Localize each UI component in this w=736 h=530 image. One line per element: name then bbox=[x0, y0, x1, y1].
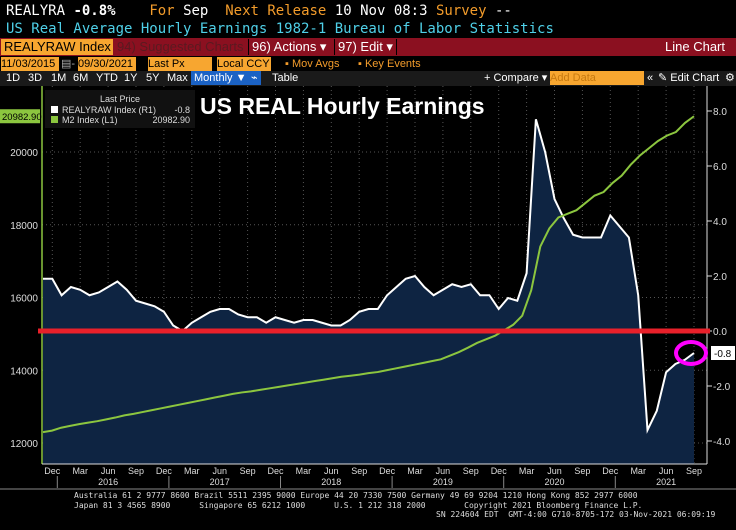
right-tick-label: 4.0 bbox=[713, 217, 727, 228]
mov-avgs-label: Mov Avgs bbox=[291, 58, 340, 70]
legend-header: Last Price bbox=[100, 94, 140, 104]
x-tick-label: Jun bbox=[659, 466, 674, 476]
x-tick-label: Mar bbox=[630, 466, 646, 476]
x-tick-label: Sep bbox=[686, 466, 702, 476]
realyraw-last-label: -0.8 bbox=[714, 349, 732, 360]
security-description: US Real Average Hourly Earnings 1982-1 B… bbox=[6, 21, 554, 37]
range-6m[interactable]: 6M bbox=[73, 72, 89, 84]
year-label: 2021 bbox=[656, 477, 676, 487]
table-button[interactable]: Table bbox=[272, 72, 299, 84]
x-tick-label: Jun bbox=[324, 466, 339, 476]
key-events-checkbox[interactable]: ▪ Key Events bbox=[358, 58, 421, 70]
range-5y[interactable]: 5Y bbox=[146, 72, 160, 84]
edit-chart-button[interactable]: ✎ Edit Chart bbox=[658, 72, 720, 84]
x-tick-label: Sep bbox=[351, 466, 367, 476]
actions-menu[interactable]: 96) Actions ▾ bbox=[248, 39, 329, 55]
x-tick-label: Mar bbox=[184, 466, 200, 476]
m2-last-label: 20982.90 bbox=[2, 112, 42, 123]
right-tick-label: 0.0 bbox=[713, 327, 727, 338]
x-tick-label: Mar bbox=[519, 466, 535, 476]
left-tick-label: 16000 bbox=[10, 294, 38, 305]
edit-menu[interactable]: 97) Edit ▾ bbox=[334, 39, 397, 55]
legend bbox=[45, 90, 195, 128]
line-chart-icon[interactable]: ⌁ bbox=[248, 71, 261, 85]
legend-value-realyraw: -0.8 bbox=[174, 105, 190, 115]
left-tick-label: 20000 bbox=[10, 148, 38, 159]
x-tick-label: Dec bbox=[379, 466, 396, 476]
year-label: 2017 bbox=[210, 477, 230, 487]
m2-last-badge bbox=[0, 109, 40, 124]
range-3d[interactable]: 3D bbox=[28, 72, 43, 84]
year-label: 2016 bbox=[98, 477, 118, 487]
x-tick-label: Dec bbox=[44, 466, 61, 476]
range-1y[interactable]: 1Y bbox=[124, 72, 138, 84]
gear-icon[interactable]: ⚙ bbox=[725, 72, 735, 84]
x-tick-label: Sep bbox=[463, 466, 479, 476]
highlight-circle bbox=[674, 340, 708, 366]
toolbar: REALYRAW Index 94) Suggested Charts 96) … bbox=[0, 38, 736, 56]
start-date-field[interactable]: 11/03/2015 bbox=[1, 57, 59, 71]
range-max[interactable]: Max bbox=[167, 72, 188, 84]
range-ytd[interactable]: YTD bbox=[96, 72, 118, 84]
range-1m[interactable]: 1M bbox=[51, 72, 67, 84]
range-1d[interactable]: 1D bbox=[6, 72, 21, 84]
year-label: 2019 bbox=[433, 477, 453, 487]
chart-title: US REAL Hourly Earnings bbox=[200, 93, 485, 119]
footer: Australia 61 2 9777 8600 Brazil 5511 239… bbox=[74, 491, 715, 520]
x-tick-label: Mar bbox=[296, 466, 312, 476]
footer-copyright: Japan 81 3 4565 8900 Singapore 65 6212 1… bbox=[74, 500, 643, 510]
mov-avgs-checkbox[interactable]: ▪ Mov Avgs bbox=[285, 58, 340, 70]
settings-row: 11/03/2015 ▤- 09/30/2021 Last Px Local C… bbox=[0, 57, 736, 71]
collapse-icon[interactable]: « bbox=[647, 72, 654, 84]
end-date-field[interactable]: 09/30/2021 bbox=[78, 57, 136, 71]
footer-contacts: Australia 61 2 9777 8600 Brazil 5511 239… bbox=[74, 491, 638, 500]
chart-type-label[interactable]: Line Chart bbox=[665, 39, 725, 54]
right-tick-label: 8.0 bbox=[713, 107, 727, 118]
x-tick-label: Mar bbox=[407, 466, 423, 476]
x-tick-label: Sep bbox=[240, 466, 256, 476]
legend-label-realyraw: REALYRAW Index (R1) bbox=[62, 105, 156, 115]
left-tick-label: 14000 bbox=[10, 366, 38, 377]
right-tick-label: 2.0 bbox=[713, 272, 727, 283]
suggested-charts-button[interactable]: 94) Suggested Charts bbox=[117, 39, 244, 54]
right-tick-label: 6.0 bbox=[713, 162, 727, 173]
right-tick-label: -4.0 bbox=[713, 437, 731, 448]
range-row: 1D 3D 1M 6M YTD 1Y 5Y Max Monthly ▼ ⌁ Ta… bbox=[0, 71, 736, 86]
year-label: 2018 bbox=[321, 477, 341, 487]
legend-swatch-realyraw bbox=[51, 106, 58, 113]
x-tick-label: Mar bbox=[72, 466, 88, 476]
year-label: 2020 bbox=[544, 477, 564, 487]
add-data-input[interactable]: Add Data bbox=[550, 71, 644, 85]
x-tick-label: Dec bbox=[602, 466, 619, 476]
x-tick-label: Dec bbox=[267, 466, 284, 476]
price-field[interactable]: Last Px bbox=[148, 57, 212, 71]
legend-value-m2: 20982.90 bbox=[152, 115, 190, 125]
legend-label-m2: M2 Index (L1) bbox=[62, 115, 118, 125]
m2-line bbox=[42, 115, 695, 434]
x-tick-label: Sep bbox=[128, 466, 144, 476]
calendar-icon[interactable]: ▤- bbox=[61, 58, 76, 70]
x-tick-label: Jun bbox=[436, 466, 451, 476]
security-field[interactable]: REALYRAW Index bbox=[1, 39, 113, 55]
edit-chart-label: Edit Chart bbox=[670, 72, 720, 84]
x-tick-label: Jun bbox=[212, 466, 227, 476]
header-line: REALYRA -0.8% For Sep Next Release 10 No… bbox=[6, 3, 512, 19]
x-tick-label: Dec bbox=[491, 466, 508, 476]
x-tick-label: Dec bbox=[156, 466, 173, 476]
compare-button[interactable]: + Compare ▾ bbox=[484, 72, 548, 84]
realyraw-last-badge bbox=[711, 346, 735, 360]
chart: 20000 18000 16000 14000 12000 8.0 6.0 4.0 2.0 0.0… bbox=[0, 86, 736, 490]
x-tick-label: Sep bbox=[574, 466, 590, 476]
x-tick-label: Jun bbox=[547, 466, 562, 476]
x-tick-label: Jun bbox=[101, 466, 116, 476]
frequency-select[interactable]: Monthly ▼ bbox=[191, 71, 250, 85]
realyraw-line bbox=[43, 118, 695, 434]
left-tick-label: 12000 bbox=[10, 439, 38, 450]
legend-swatch-m2 bbox=[51, 116, 58, 123]
left-tick-label: 18000 bbox=[10, 221, 38, 232]
footer-session: SN 224604 EDT GMT-4:00 G710-8705-172 03-… bbox=[436, 510, 716, 519]
currency-select[interactable]: Local CCY bbox=[217, 57, 271, 71]
right-tick-label: -2.0 bbox=[713, 382, 731, 393]
key-events-label: Key Events bbox=[364, 58, 421, 70]
